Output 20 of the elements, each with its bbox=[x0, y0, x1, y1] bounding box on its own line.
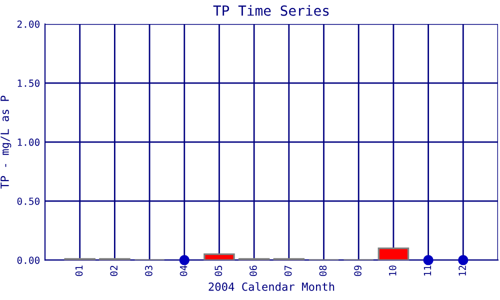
x-tick-label: 10 bbox=[388, 266, 396, 276]
y-tick-label: 1.50 bbox=[18, 80, 40, 87]
x-tick-label: 12 bbox=[458, 266, 466, 276]
y-axis-title: TP - mg/L as P bbox=[0, 96, 12, 189]
x-tick-label: 08 bbox=[319, 266, 327, 276]
x-tick-label: 02 bbox=[110, 266, 118, 276]
chart-title: TP Time Series bbox=[213, 5, 329, 16]
y-tick-label: 0.00 bbox=[17, 256, 40, 264]
x-tick-label: 07 bbox=[284, 266, 292, 276]
x-tick-label: 05 bbox=[214, 266, 222, 276]
x-axis-title: 2004 Calendar Month bbox=[208, 282, 334, 291]
x-tick-label: 01 bbox=[75, 266, 83, 276]
x-tick-label: 03 bbox=[145, 266, 152, 276]
y-tick-label: 1.00 bbox=[18, 138, 40, 146]
x-tick-label: 09 bbox=[354, 266, 362, 276]
y-tick-label: 2.00 bbox=[17, 20, 40, 28]
x-tick-label: 04 bbox=[180, 265, 188, 276]
x-tick-label: 11 bbox=[424, 266, 432, 276]
x-tick-label: 06 bbox=[250, 266, 257, 276]
y-tick-label: 0.50 bbox=[17, 198, 40, 205]
